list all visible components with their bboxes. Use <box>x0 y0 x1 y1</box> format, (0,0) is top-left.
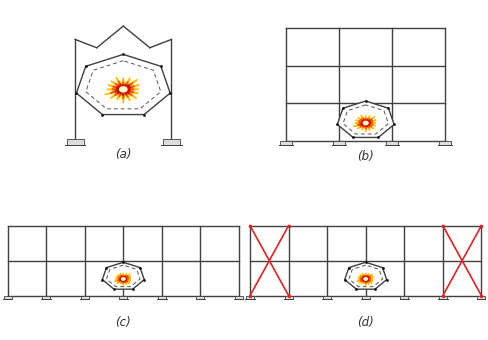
Polygon shape <box>280 141 292 145</box>
Polygon shape <box>400 295 407 299</box>
Text: (c): (c) <box>115 316 131 329</box>
Polygon shape <box>284 295 292 299</box>
Polygon shape <box>337 101 393 137</box>
Polygon shape <box>386 141 397 145</box>
Polygon shape <box>438 141 450 145</box>
Circle shape <box>363 278 366 280</box>
Polygon shape <box>117 275 128 283</box>
Polygon shape <box>356 273 373 286</box>
Polygon shape <box>332 141 345 145</box>
Polygon shape <box>353 115 375 132</box>
Polygon shape <box>323 295 330 299</box>
Polygon shape <box>360 119 370 127</box>
Circle shape <box>363 121 367 125</box>
Polygon shape <box>42 295 50 299</box>
Polygon shape <box>438 295 446 299</box>
Text: (d): (d) <box>357 316 373 329</box>
Text: (a): (a) <box>115 148 131 161</box>
Polygon shape <box>357 118 372 129</box>
Polygon shape <box>235 295 243 299</box>
Polygon shape <box>163 139 180 144</box>
Polygon shape <box>344 262 386 289</box>
Polygon shape <box>104 77 139 103</box>
Polygon shape <box>158 295 165 299</box>
Polygon shape <box>119 295 127 299</box>
Polygon shape <box>476 295 485 299</box>
Polygon shape <box>81 295 88 299</box>
Circle shape <box>120 87 127 92</box>
Polygon shape <box>110 81 134 99</box>
Polygon shape <box>119 276 126 282</box>
Circle shape <box>122 278 125 280</box>
Polygon shape <box>359 275 370 283</box>
Polygon shape <box>66 139 83 144</box>
Polygon shape <box>3 295 12 299</box>
Polygon shape <box>115 84 130 96</box>
Polygon shape <box>361 295 369 299</box>
Polygon shape <box>102 262 144 289</box>
Polygon shape <box>76 54 170 115</box>
Polygon shape <box>361 276 368 282</box>
Text: (b): (b) <box>357 150 373 163</box>
Polygon shape <box>196 295 204 299</box>
Polygon shape <box>114 273 131 286</box>
Polygon shape <box>245 295 253 299</box>
